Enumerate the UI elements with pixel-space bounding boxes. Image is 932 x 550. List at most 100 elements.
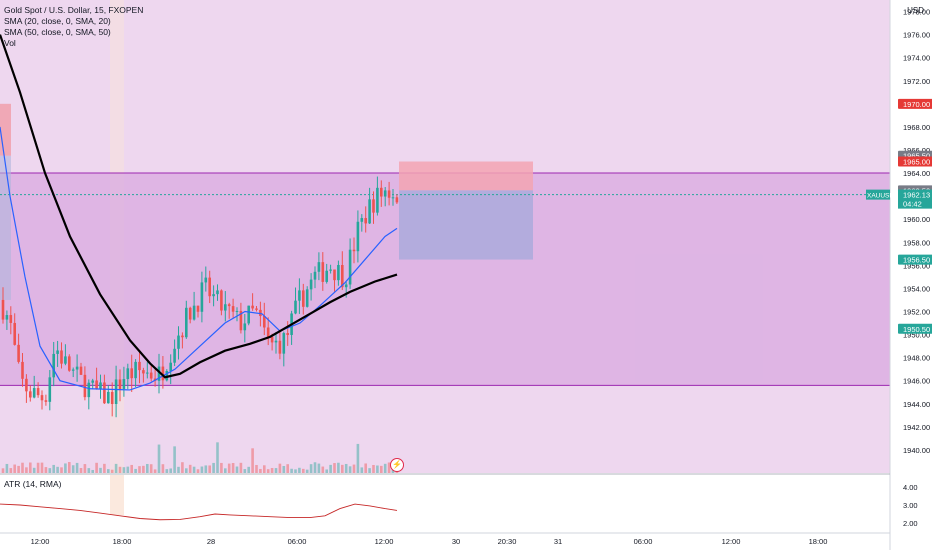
candle-body (204, 277, 208, 283)
volume-bar (91, 469, 94, 473)
volume-bar (79, 468, 83, 473)
symbol-tag-label: XAUUSD (867, 193, 894, 200)
left-target-box (0, 103, 11, 156)
candle-body (352, 249, 356, 252)
candle-body (83, 374, 87, 398)
volume-bar (99, 467, 102, 473)
volume-bar (294, 469, 297, 473)
candle-body (44, 400, 48, 402)
candle-body (165, 371, 169, 381)
volume-bar (302, 468, 305, 473)
candle-body (298, 290, 301, 301)
y-tick-label: 1944.00 (903, 400, 930, 409)
volume-bar (298, 467, 301, 473)
candle-body (294, 300, 297, 314)
volume-bar (185, 468, 188, 473)
lightning-icon[interactable]: ⚡ (390, 458, 404, 472)
volume-bar (142, 465, 145, 473)
sma50-legend[interactable]: SMA (50, close, 0, SMA, 50) (4, 27, 111, 37)
candle-body (243, 323, 247, 331)
candle-body (220, 290, 223, 311)
candle-body (110, 391, 114, 404)
volume-bar (274, 468, 278, 473)
candle-body (21, 361, 24, 379)
volume-bar (122, 467, 126, 473)
volume-bar (282, 465, 286, 473)
volume-bar (56, 466, 59, 473)
symbol-legend[interactable]: Gold Spot / U.S. Dollar, 15, FXOPEN (4, 5, 144, 15)
lower-background (0, 473, 932, 550)
candle-body (302, 290, 305, 307)
candle-body (122, 379, 126, 390)
candle-body (40, 395, 44, 401)
volume-bar (383, 463, 387, 473)
candle-body (325, 270, 328, 282)
x-tick-label: 12:00 (31, 537, 50, 546)
volume-bar (103, 463, 106, 473)
volume-bar (364, 463, 367, 473)
volume-bar (251, 448, 254, 473)
candle-body (107, 391, 110, 404)
volume-bar (5, 463, 9, 473)
volume-bar (372, 464, 375, 473)
candle-body (341, 264, 344, 288)
candle-body (173, 348, 176, 363)
candle-body (227, 304, 231, 307)
price-tag (898, 98, 932, 109)
volume-bar (126, 466, 130, 473)
x-tick-label: 12:00 (375, 537, 394, 546)
atr-legend[interactable]: ATR (14, RMA) (4, 479, 62, 489)
volume-bar (95, 462, 98, 473)
candle-body (130, 368, 133, 379)
volume-bar (348, 466, 352, 473)
x-tick-label: 06:00 (288, 537, 307, 546)
volume-bar (1, 468, 5, 473)
volume-bar (231, 463, 235, 473)
candle-body (36, 388, 40, 396)
candle-body (181, 335, 184, 338)
volume-bar (114, 463, 118, 473)
candle-body (333, 269, 336, 281)
volume-bar (17, 465, 20, 473)
currency-label: USD (907, 6, 924, 15)
volume-bar (60, 467, 63, 473)
candle-body (149, 372, 153, 379)
candle-body (142, 370, 145, 374)
y-tick-label: 1950.00 (903, 331, 930, 340)
volume-bar (200, 466, 204, 473)
candle-body (32, 388, 36, 398)
x-tick-label: 06:00 (634, 537, 653, 546)
candle-body (259, 309, 262, 317)
vol-legend[interactable]: Vol (4, 38, 16, 48)
last-price-tag (898, 189, 932, 209)
volume-bar (290, 468, 293, 473)
candle-body (286, 333, 289, 335)
price-tag (898, 156, 932, 167)
candle-body (309, 279, 313, 290)
volume-bar (192, 466, 196, 473)
volume-bar (9, 468, 13, 473)
atr-tick-label: 3.00 (903, 501, 918, 510)
volume-bar (263, 465, 266, 473)
candle-body (91, 380, 94, 383)
atr-tick-label: 4.00 (903, 483, 918, 492)
y-tick-label: 1968.00 (903, 123, 930, 132)
candle-body (212, 294, 215, 297)
volume-bar (75, 462, 79, 473)
candle-body (75, 366, 79, 370)
y-tick-label: 1948.00 (903, 354, 930, 363)
price-tag-label: 1965.00 (903, 158, 930, 167)
volume-bar (333, 463, 336, 473)
stop-box (399, 190, 533, 260)
candle-body (13, 322, 16, 345)
x-tick-label: 20:30 (498, 537, 517, 546)
volume-bar (29, 462, 32, 473)
candle-body (344, 284, 348, 288)
volume-bar (204, 465, 208, 473)
candle-body (9, 315, 13, 323)
volume-bar (52, 464, 55, 473)
candle-body (274, 340, 278, 343)
sma20-legend[interactable]: SMA (20, close, 0, SMA, 20) (4, 16, 111, 26)
candle-body (48, 377, 52, 402)
